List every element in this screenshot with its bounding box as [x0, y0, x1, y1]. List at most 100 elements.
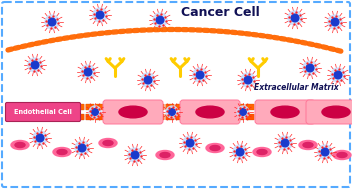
Circle shape — [328, 15, 342, 29]
Ellipse shape — [206, 143, 224, 153]
FancyBboxPatch shape — [166, 104, 174, 110]
FancyBboxPatch shape — [296, 104, 304, 110]
FancyBboxPatch shape — [226, 104, 234, 110]
FancyBboxPatch shape — [136, 114, 144, 120]
Circle shape — [244, 76, 252, 84]
Circle shape — [303, 61, 317, 75]
FancyBboxPatch shape — [216, 114, 224, 120]
FancyBboxPatch shape — [196, 114, 204, 120]
FancyBboxPatch shape — [56, 114, 64, 120]
FancyBboxPatch shape — [36, 104, 44, 110]
Circle shape — [291, 14, 299, 22]
FancyBboxPatch shape — [46, 104, 54, 110]
FancyBboxPatch shape — [236, 114, 244, 120]
Circle shape — [241, 73, 255, 87]
FancyBboxPatch shape — [306, 114, 314, 120]
Ellipse shape — [257, 149, 267, 154]
FancyBboxPatch shape — [136, 104, 144, 110]
Circle shape — [156, 16, 164, 24]
FancyBboxPatch shape — [116, 104, 124, 110]
FancyBboxPatch shape — [6, 114, 14, 120]
Circle shape — [141, 73, 155, 87]
Circle shape — [75, 141, 89, 155]
FancyBboxPatch shape — [156, 104, 164, 110]
FancyBboxPatch shape — [166, 114, 174, 120]
FancyBboxPatch shape — [276, 114, 284, 120]
Circle shape — [281, 139, 289, 147]
Circle shape — [84, 68, 92, 76]
Circle shape — [331, 68, 345, 82]
FancyBboxPatch shape — [86, 114, 94, 120]
Circle shape — [334, 71, 342, 79]
Circle shape — [183, 136, 197, 150]
FancyBboxPatch shape — [16, 114, 24, 120]
FancyBboxPatch shape — [306, 100, 352, 124]
FancyBboxPatch shape — [326, 114, 334, 120]
FancyBboxPatch shape — [236, 104, 244, 110]
Circle shape — [131, 151, 139, 159]
Circle shape — [240, 109, 246, 115]
FancyBboxPatch shape — [206, 114, 214, 120]
Ellipse shape — [119, 106, 147, 118]
FancyBboxPatch shape — [176, 114, 184, 120]
Ellipse shape — [99, 139, 117, 147]
Ellipse shape — [271, 106, 299, 118]
FancyBboxPatch shape — [36, 114, 44, 120]
FancyBboxPatch shape — [316, 104, 324, 110]
Circle shape — [92, 109, 98, 115]
FancyBboxPatch shape — [16, 104, 24, 110]
FancyBboxPatch shape — [256, 114, 264, 120]
Text: Extracellular Matrix: Extracellular Matrix — [254, 84, 338, 92]
Circle shape — [169, 109, 175, 115]
FancyBboxPatch shape — [66, 114, 74, 120]
FancyBboxPatch shape — [255, 100, 315, 124]
FancyBboxPatch shape — [103, 100, 163, 124]
Circle shape — [153, 13, 167, 27]
FancyBboxPatch shape — [256, 104, 264, 110]
FancyBboxPatch shape — [226, 114, 234, 120]
FancyBboxPatch shape — [6, 102, 81, 122]
FancyBboxPatch shape — [176, 104, 184, 110]
FancyBboxPatch shape — [296, 114, 304, 120]
Ellipse shape — [322, 106, 350, 118]
Circle shape — [288, 11, 302, 25]
Circle shape — [33, 131, 47, 145]
Ellipse shape — [53, 147, 71, 156]
FancyBboxPatch shape — [116, 114, 124, 120]
FancyBboxPatch shape — [246, 114, 254, 120]
FancyBboxPatch shape — [76, 114, 84, 120]
FancyBboxPatch shape — [146, 104, 154, 110]
FancyBboxPatch shape — [106, 104, 114, 110]
Circle shape — [166, 106, 178, 118]
Ellipse shape — [337, 153, 347, 157]
Circle shape — [144, 76, 152, 84]
Circle shape — [36, 134, 44, 142]
FancyBboxPatch shape — [2, 2, 350, 187]
Ellipse shape — [160, 153, 170, 157]
Circle shape — [78, 144, 86, 152]
FancyBboxPatch shape — [156, 114, 164, 120]
FancyBboxPatch shape — [106, 114, 114, 120]
FancyBboxPatch shape — [276, 104, 284, 110]
Circle shape — [48, 18, 56, 26]
FancyBboxPatch shape — [336, 104, 344, 110]
FancyBboxPatch shape — [46, 114, 54, 120]
FancyBboxPatch shape — [216, 104, 224, 110]
Ellipse shape — [57, 149, 67, 154]
FancyBboxPatch shape — [180, 100, 240, 124]
FancyBboxPatch shape — [26, 104, 34, 110]
Ellipse shape — [333, 150, 351, 160]
Circle shape — [96, 11, 104, 19]
Text: Cancer Cell: Cancer Cell — [181, 5, 259, 19]
Circle shape — [306, 64, 314, 72]
Circle shape — [93, 8, 107, 22]
Ellipse shape — [303, 143, 313, 147]
FancyBboxPatch shape — [56, 104, 64, 110]
FancyBboxPatch shape — [96, 114, 104, 120]
Ellipse shape — [11, 140, 29, 149]
FancyBboxPatch shape — [96, 104, 104, 110]
FancyBboxPatch shape — [126, 114, 134, 120]
FancyBboxPatch shape — [186, 104, 194, 110]
FancyBboxPatch shape — [246, 104, 254, 110]
FancyBboxPatch shape — [286, 114, 294, 120]
